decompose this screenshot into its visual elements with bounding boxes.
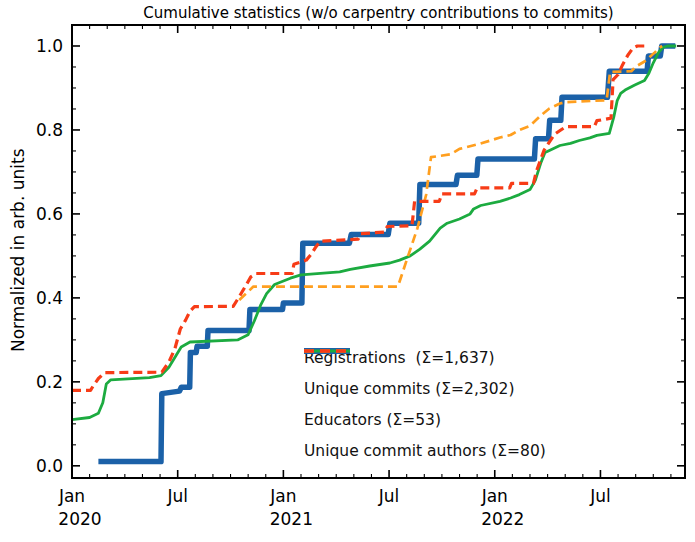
legend-item: Unique commit authors (Σ=80) [304, 439, 546, 462]
series-line-unique [72, 46, 645, 390]
y-tick-label: 1.0 [36, 36, 63, 56]
legend-label: Educators (Σ=53) [304, 411, 441, 429]
x-tick-labels: Jan 2020 Jul Jan 2021 Jul Jan 2022 Jul [58, 486, 611, 529]
x-tick-label: Jul [589, 486, 611, 506]
x-tick-label: Jul [166, 486, 188, 506]
y-tick-labels: 0.0 0.2 0.4 0.6 0.8 1.0 [36, 36, 63, 476]
y-tick-label: 0.6 [36, 204, 63, 224]
x-tick-label: Jan [269, 486, 296, 506]
y-tick-label: 0.8 [36, 120, 63, 140]
y-tick-label: 0.2 [36, 372, 63, 392]
y-tick-label: 0.4 [36, 288, 63, 308]
x-tick-label: Jul [378, 486, 400, 506]
y-tick-label: 0.0 [36, 456, 63, 476]
legend: Registrations (Σ=1,637)Unique commits (Σ… [304, 346, 546, 462]
x-tick-year-label: 2022 [481, 509, 524, 529]
x-tick-year-label: 2021 [270, 509, 313, 529]
legend-label: Unique commit authors (Σ=80) [304, 442, 546, 460]
figure: Cumulative statistics (w/o carpentry con… [0, 0, 695, 542]
legend-line-swatch [304, 346, 350, 356]
legend-item: Unique commits (Σ=2,302) [304, 377, 546, 400]
legend-label: Unique commits (Σ=2,302) [304, 380, 514, 398]
x-tick-year-label: 2020 [58, 509, 101, 529]
x-tick-label: Jan [58, 486, 85, 506]
legend-item: Educators (Σ=53) [304, 408, 546, 431]
x-tick-label: Jan [481, 486, 508, 506]
